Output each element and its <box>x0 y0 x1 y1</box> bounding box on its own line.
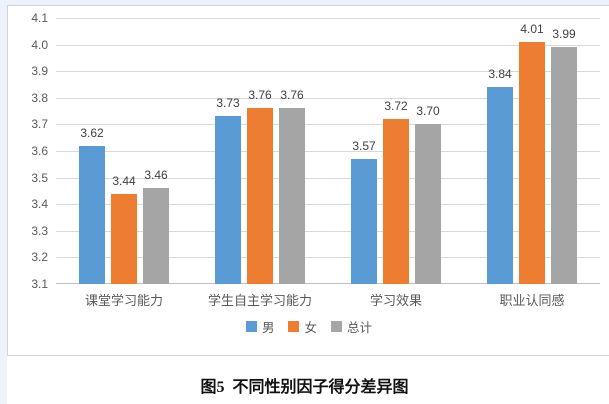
value-label: 3.73 <box>216 96 240 111</box>
bar: 3.76 <box>279 88 305 284</box>
bar-group: 3.57 3.72 3.70 <box>328 18 464 284</box>
y-tick-label: 3.5 <box>31 170 48 185</box>
legend-swatch <box>288 321 300 332</box>
gridline <box>56 71 600 73</box>
x-category-label: 学习效果 <box>369 293 422 308</box>
bar-group: 3.62 3.44 3.46 <box>56 18 192 284</box>
y-tick-label: 3.8 <box>31 90 48 105</box>
value-label: 3.99 <box>552 27 576 42</box>
y-tick-label: 4.0 <box>31 37 48 52</box>
axis-baseline <box>56 283 600 284</box>
legend-item: 男 <box>245 317 275 336</box>
gridline <box>56 44 600 46</box>
legend: 男 女 总计 <box>8 317 609 336</box>
y-tick-label: 3.9 <box>31 64 48 79</box>
y-tick-label: 3.1 <box>31 277 48 291</box>
bar: 3.84 <box>487 67 513 284</box>
value-label: 3.62 <box>80 125 104 140</box>
value-label: 3.76 <box>280 88 304 103</box>
gridline <box>56 97 600 99</box>
bar: 3.99 <box>551 27 577 284</box>
bar-group: 3.84 4.01 3.99 <box>464 18 600 284</box>
legend-label: 男 <box>261 321 275 335</box>
y-tick-label: 3.4 <box>31 197 48 212</box>
page-margin-left <box>0 0 7 404</box>
value-label: 3.44 <box>112 173 136 188</box>
legend-swatch <box>331 321 342 332</box>
legend-label: 女 <box>304 321 317 335</box>
bar: 3.62 <box>79 126 105 284</box>
bar: 3.70 <box>415 104 441 284</box>
value-label: 3.76 <box>248 88 272 103</box>
legend-item: 总计 <box>331 317 372 336</box>
figure-caption: 图5 不同性别因子得分差异图 <box>200 379 409 396</box>
gridline <box>56 204 600 206</box>
gridline <box>56 124 600 126</box>
bar: 3.46 <box>143 168 169 284</box>
bar: 3.44 <box>111 174 137 284</box>
y-tick-label: 3.2 <box>31 250 48 265</box>
value-label: 3.84 <box>488 67 512 82</box>
gridline <box>56 177 600 179</box>
bar: 3.72 <box>383 99 409 284</box>
y-tick-label: 3.7 <box>31 117 48 132</box>
gridlines <box>56 18 600 284</box>
bar: 3.57 <box>351 139 377 284</box>
legend-item: 女 <box>288 317 317 336</box>
y-tick-label: 3.6 <box>31 144 48 158</box>
gridline <box>56 257 600 259</box>
bar: 4.01 <box>519 22 545 284</box>
bar-group: 3.73 3.76 3.76 <box>192 18 328 284</box>
bar: 3.76 <box>247 88 273 284</box>
x-category-label: 课堂学习能力 <box>84 293 163 308</box>
value-label: 3.46 <box>144 168 168 183</box>
x-category-label: 职业认同感 <box>499 293 565 308</box>
y-tick-label: 4.1 <box>31 11 48 25</box>
x-axis-labels: 课堂学习能力 学生自主学习能力 学习效果 职业认同感 <box>56 290 600 309</box>
gridline <box>56 18 600 19</box>
x-category-label: 学生自主学习能力 <box>207 293 312 308</box>
value-label: 3.57 <box>352 138 376 153</box>
bar-groups: 3.62 3.44 3.46 3.73 3.76 3.76 3.57 3.72 3.70 3.84… <box>56 18 600 284</box>
page-margin-top <box>0 0 609 5</box>
value-label: 3.70 <box>416 104 440 119</box>
legend-swatch <box>245 321 257 332</box>
chart-frame: 3.62 3.44 3.46 3.73 3.76 3.76 3.57 3.72 3.70 3.84… <box>7 5 609 356</box>
y-tick-label: 3.3 <box>31 223 48 238</box>
legend-label: 总计 <box>347 321 373 335</box>
plot-area: 3.62 3.44 3.46 3.73 3.76 3.76 3.57 3.72 3.70 3.84… <box>56 18 600 284</box>
bar: 3.73 <box>215 96 241 284</box>
gridline <box>56 230 600 232</box>
gridline <box>56 151 600 152</box>
value-label: 4.01 <box>520 21 544 36</box>
value-label: 3.72 <box>384 99 408 114</box>
